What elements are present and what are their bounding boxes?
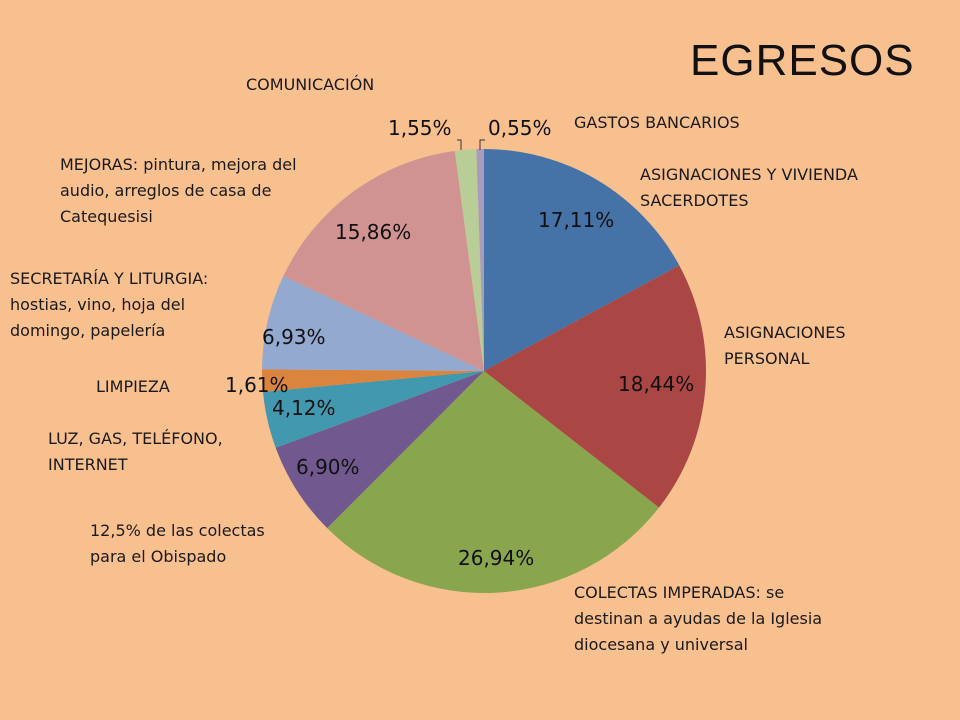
pie-value-label-9: 1,55% — [388, 116, 452, 140]
pie-category-label-7: SECRETARÍA Y LITURGIA: hostias, vino, hoj… — [10, 269, 209, 340]
pie-slice-8 — [283, 150, 484, 371]
pie-value-label-2: 18,44% — [618, 372, 695, 396]
pie-value-label-7: 6,93% — [262, 325, 326, 349]
pie-value-label-4: 6,90% — [296, 455, 360, 479]
pie-slice-6 — [262, 369, 484, 392]
leader-line-comunicacion — [457, 139, 462, 150]
pie-category-label-1: ASIGNACIONES Y VIVIENDA SACERDOTES — [640, 165, 858, 210]
leader-line-gastos-bancarios — [479, 139, 485, 150]
pie-value-label-8: 15,86% — [335, 220, 412, 244]
pie-slice-3 — [327, 371, 660, 594]
pie-category-label-4: 12,5% de las colectas para el Obispado — [90, 521, 265, 566]
pie-category-label-3: COLECTAS IMPERADAS: se destinan a ayudas … — [574, 583, 823, 654]
pie-slice-9 — [454, 149, 484, 371]
pie-value-label-5: 4,12% — [272, 396, 336, 420]
pie-slice-5 — [262, 371, 484, 448]
pie-slice-7 — [262, 275, 484, 371]
pie-category-label-8: MEJORAS: pintura, mejora del audio, arreg… — [60, 155, 297, 226]
pie-slice-2 — [484, 265, 706, 508]
pie-slice-1 — [484, 149, 680, 371]
pie-value-label-3: 26,94% — [458, 546, 535, 570]
pie-value-label-6: 1,61% — [225, 373, 289, 397]
pie-slice-10 — [476, 148, 484, 371]
pie-category-label-9: COMUNICACIÓN — [246, 75, 375, 94]
chart-title: EGRESOS — [690, 36, 915, 85]
pie-category-label-10: GASTOS BANCARIOS — [574, 113, 740, 132]
pie-category-label-6: LIMPIEZA — [96, 377, 170, 396]
pie-value-label-10: 0,55% — [488, 116, 552, 140]
pie-category-label-5: LUZ, GAS, TELÉFONO, INTERNET — [48, 429, 223, 474]
pie-category-label-2: ASIGNACIONES PERSONAL — [724, 323, 846, 368]
pie-slice-4 — [275, 371, 484, 529]
pie-value-label-1: 17,11% — [538, 208, 615, 232]
